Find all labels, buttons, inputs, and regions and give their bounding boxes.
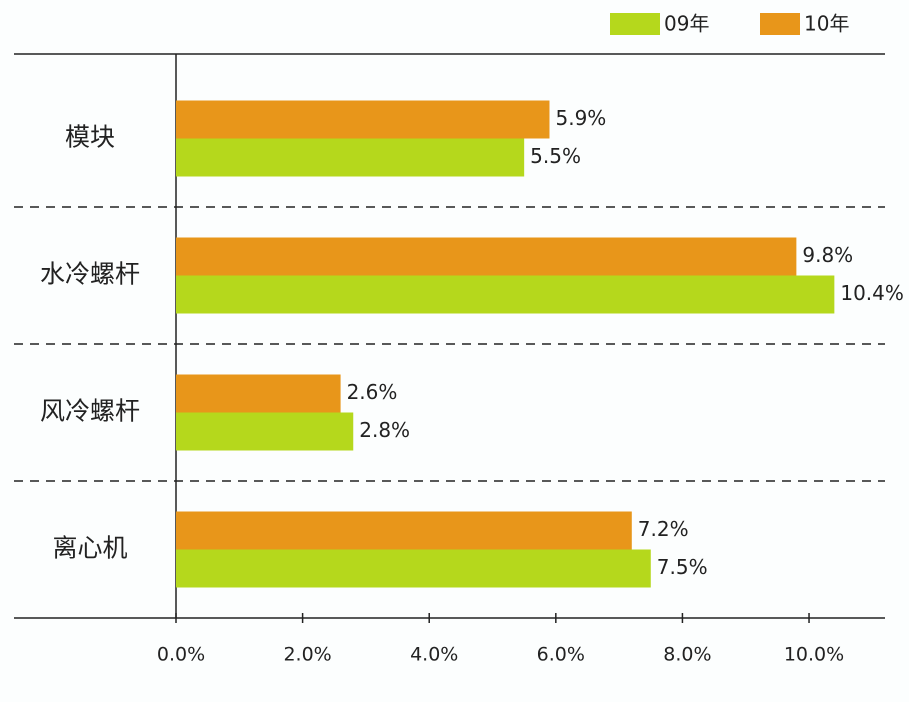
- value-label: 5.5%: [530, 144, 581, 168]
- legend-swatch: [610, 13, 660, 35]
- bar: [176, 374, 341, 413]
- legend-label: 09年: [664, 12, 709, 36]
- x-tick-label: 8.0%: [663, 644, 711, 666]
- category-label: 离心机: [52, 534, 127, 563]
- bar: [176, 100, 550, 139]
- category-label: 水冷螺杆: [40, 260, 140, 289]
- category-label: 模块: [65, 123, 115, 152]
- x-tick-label: 0.0%: [157, 644, 205, 666]
- value-label: 2.8%: [359, 418, 410, 442]
- bar: [176, 275, 835, 314]
- value-label: 7.2%: [638, 517, 689, 541]
- value-label: 7.5%: [657, 555, 708, 579]
- value-label: 9.8%: [802, 243, 853, 267]
- bar: [176, 549, 651, 588]
- bar: [176, 511, 632, 550]
- x-tick-label: 4.0%: [410, 644, 458, 666]
- bar: [176, 138, 525, 177]
- x-tick-label: 2.0%: [283, 644, 331, 666]
- value-label: 5.9%: [555, 106, 606, 130]
- legend-swatch: [760, 13, 800, 35]
- legend-label: 10年: [804, 12, 849, 36]
- bar: [176, 237, 797, 276]
- value-label: 2.6%: [347, 380, 398, 404]
- bar: [176, 412, 354, 451]
- x-tick-label: 10.0%: [784, 644, 844, 666]
- x-tick-label: 6.0%: [537, 644, 585, 666]
- value-label: 10.4%: [840, 281, 904, 305]
- category-label: 风冷螺杆: [40, 397, 140, 426]
